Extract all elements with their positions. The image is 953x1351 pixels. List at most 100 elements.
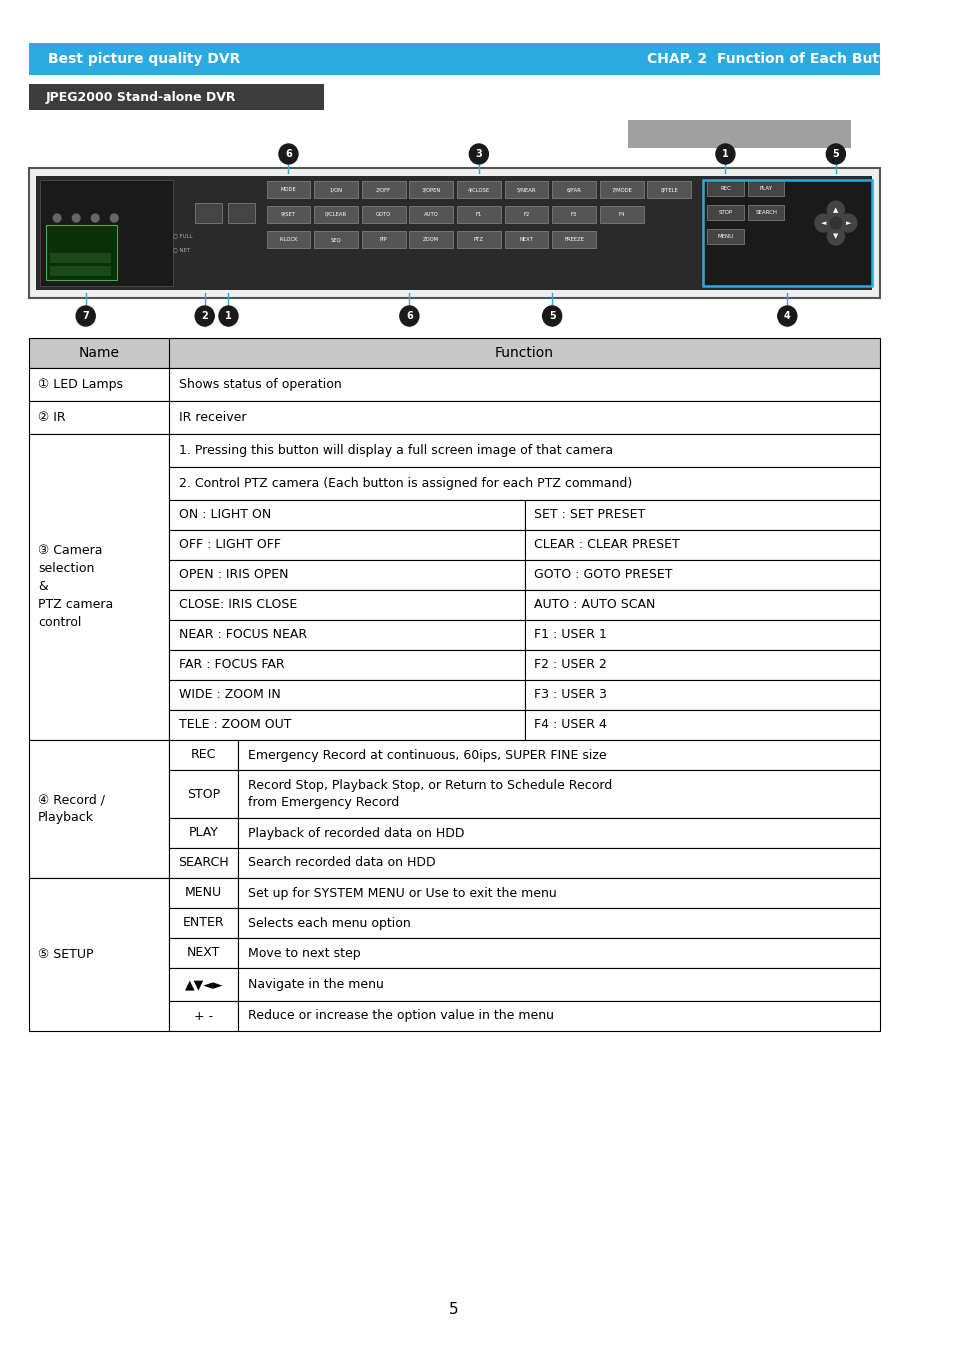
Text: SEARCH: SEARCH xyxy=(178,857,229,870)
Bar xyxy=(456,181,500,199)
Text: 2. Control PTZ camera (Each button is assigned for each PTZ command): 2. Control PTZ camera (Each button is as… xyxy=(179,477,632,490)
Bar xyxy=(706,181,742,196)
Bar xyxy=(628,120,850,149)
Bar xyxy=(706,205,742,220)
Circle shape xyxy=(542,305,561,326)
Text: AUTO : AUTO SCAN: AUTO : AUTO SCAN xyxy=(534,598,655,612)
Text: ON : LIGHT ON: ON : LIGHT ON xyxy=(179,508,271,521)
Bar xyxy=(747,205,783,220)
Bar xyxy=(706,230,742,245)
Text: Record Stop, Playback Stop, or Return to Schedule Record
from Emergency Record: Record Stop, Playback Stop, or Return to… xyxy=(247,780,611,809)
Bar xyxy=(747,181,783,196)
Bar xyxy=(237,740,879,770)
Circle shape xyxy=(814,213,831,232)
Bar xyxy=(409,231,453,249)
Text: 4/CLOSE: 4/CLOSE xyxy=(467,186,490,192)
Text: ③ Camera
selection
&
PTZ camera
control: ③ Camera selection & PTZ camera control xyxy=(38,544,113,630)
Text: STOP: STOP xyxy=(187,788,220,801)
Bar xyxy=(170,650,524,680)
Circle shape xyxy=(278,145,297,163)
Bar xyxy=(456,205,500,223)
Text: SEQ: SEQ xyxy=(331,236,341,242)
Text: ►: ► xyxy=(844,220,850,226)
Bar xyxy=(29,878,170,1031)
Bar xyxy=(266,205,310,223)
Circle shape xyxy=(777,305,796,326)
Text: MODE: MODE xyxy=(280,186,296,192)
Circle shape xyxy=(826,201,843,219)
Text: NEAR : FOCUS NEAR: NEAR : FOCUS NEAR xyxy=(179,628,307,642)
Bar xyxy=(599,181,643,199)
Bar xyxy=(36,176,871,290)
Text: F1: F1 xyxy=(476,212,481,218)
Bar xyxy=(237,848,879,878)
Text: ▼: ▼ xyxy=(832,232,838,239)
Text: SET : SET PRESET: SET : SET PRESET xyxy=(534,508,644,521)
Bar xyxy=(361,205,405,223)
Text: 2: 2 xyxy=(201,311,208,322)
Bar xyxy=(170,500,524,530)
Bar xyxy=(29,84,323,109)
Bar xyxy=(170,620,524,650)
Text: FAR : FOCUS FAR: FAR : FOCUS FAR xyxy=(179,658,284,671)
Text: REC: REC xyxy=(191,748,216,762)
Text: Emergency Record at continuous, 60ips, SUPER FINE size: Emergency Record at continuous, 60ips, S… xyxy=(247,748,605,762)
Bar xyxy=(170,467,879,500)
Bar xyxy=(29,43,879,76)
Text: 0/CLEAR: 0/CLEAR xyxy=(325,212,347,218)
Circle shape xyxy=(825,145,844,163)
Circle shape xyxy=(72,213,80,222)
Text: Navigate in the menu: Navigate in the menu xyxy=(247,978,383,992)
Text: ① LED Lamps: ① LED Lamps xyxy=(38,378,123,390)
Text: GOTO : GOTO PRESET: GOTO : GOTO PRESET xyxy=(534,569,672,581)
Bar xyxy=(170,938,237,969)
Bar xyxy=(409,181,453,199)
Text: ENTER: ENTER xyxy=(183,916,224,929)
Bar xyxy=(314,205,357,223)
Bar xyxy=(170,434,879,467)
Circle shape xyxy=(829,218,841,230)
Circle shape xyxy=(839,213,856,232)
Text: F1 : USER 1: F1 : USER 1 xyxy=(534,628,606,642)
Bar xyxy=(29,740,170,878)
Bar xyxy=(266,181,310,199)
Text: Function: Function xyxy=(495,346,554,359)
Text: Shows status of operation: Shows status of operation xyxy=(179,378,341,390)
Text: F2: F2 xyxy=(523,212,529,218)
Bar xyxy=(170,908,237,938)
Text: 3/OPEN: 3/OPEN xyxy=(421,186,440,192)
Text: ZOOM: ZOOM xyxy=(423,236,439,242)
Bar xyxy=(524,620,879,650)
Text: CHAP. 2  Function of Each Button: CHAP. 2 Function of Each Button xyxy=(647,51,904,66)
Bar xyxy=(361,181,405,199)
Bar xyxy=(170,711,524,740)
Text: 5/NEAR: 5/NEAR xyxy=(517,186,536,192)
Bar xyxy=(50,266,112,276)
Text: ⑤ SETUP: ⑤ SETUP xyxy=(38,948,93,961)
Circle shape xyxy=(76,305,95,326)
Text: ② IR: ② IR xyxy=(38,411,66,424)
Bar xyxy=(552,231,596,249)
Text: JPEG2000 Stand-alone DVR: JPEG2000 Stand-alone DVR xyxy=(46,91,236,104)
Bar xyxy=(170,817,237,848)
Text: 6: 6 xyxy=(285,149,292,159)
Text: Move to next step: Move to next step xyxy=(247,947,360,959)
Text: Best picture quality DVR: Best picture quality DVR xyxy=(48,51,240,66)
Bar xyxy=(237,908,879,938)
Text: F3 : USER 3: F3 : USER 3 xyxy=(534,689,606,701)
Text: F2 : USER 2: F2 : USER 2 xyxy=(534,658,606,671)
Text: 1: 1 xyxy=(225,311,232,322)
Text: PTZ: PTZ xyxy=(474,236,483,242)
Text: 1. Pressing this button will display a full screen image of that camera: 1. Pressing this button will display a f… xyxy=(179,444,613,457)
Text: F3: F3 xyxy=(570,212,577,218)
Text: 7/MODE: 7/MODE xyxy=(611,186,632,192)
Text: Search recorded data on HDD: Search recorded data on HDD xyxy=(247,857,435,870)
Text: MENU: MENU xyxy=(185,886,222,900)
Bar xyxy=(29,168,879,299)
Bar xyxy=(170,680,524,711)
Text: OPEN : IRIS OPEN: OPEN : IRIS OPEN xyxy=(179,569,288,581)
Text: WIDE : ZOOM IN: WIDE : ZOOM IN xyxy=(179,689,280,701)
Text: + -: + - xyxy=(194,1009,213,1023)
Bar xyxy=(504,205,548,223)
Text: CLOSE: IRIS CLOSE: CLOSE: IRIS CLOSE xyxy=(179,598,297,612)
